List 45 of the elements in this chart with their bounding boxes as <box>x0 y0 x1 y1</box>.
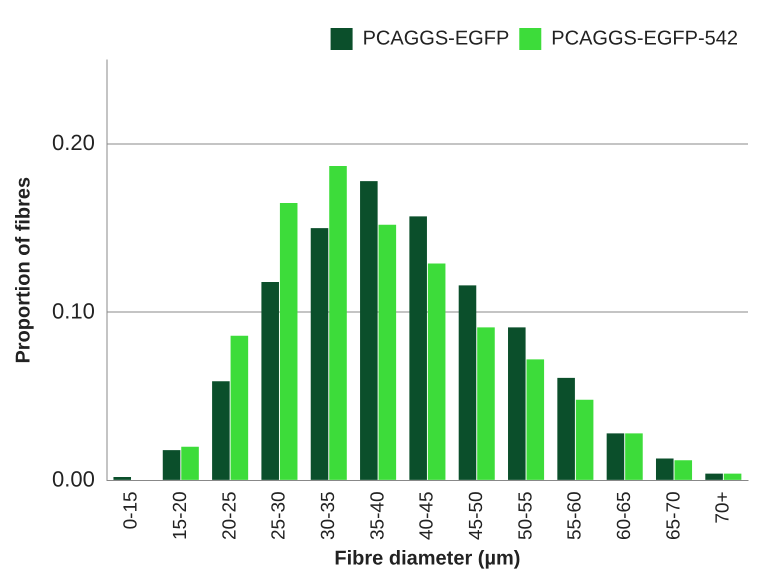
x-tick-label: 35-40 <box>367 491 388 540</box>
bar <box>428 263 446 480</box>
bar <box>526 359 544 480</box>
bar <box>557 378 575 480</box>
bar <box>230 336 248 480</box>
bar <box>606 433 624 480</box>
y-tick-label: 0.00 <box>52 466 95 492</box>
bar <box>458 285 476 480</box>
x-tick-label: 70+ <box>712 491 734 524</box>
bar <box>310 228 328 480</box>
bar <box>625 433 643 480</box>
x-tick-label: 45-50 <box>466 491 487 540</box>
y-tick-label: 0.20 <box>52 130 95 156</box>
bar <box>261 282 279 480</box>
bar <box>576 400 594 480</box>
y-axis-title: Proportion of fibres <box>12 176 35 364</box>
bar <box>162 450 180 480</box>
x-tick-label: 20-25 <box>219 491 240 540</box>
x-tick-label: 50-55 <box>515 491 536 540</box>
bar <box>360 181 378 480</box>
bar <box>113 477 132 480</box>
x-tick-label: 25-30 <box>268 491 290 540</box>
bar <box>280 202 298 480</box>
bar <box>705 474 723 480</box>
bar <box>212 381 230 480</box>
x-tick-label: 55-60 <box>564 491 586 540</box>
bar <box>181 446 199 480</box>
bar <box>378 224 396 480</box>
legend-label: PCAGGS-EGFP-542 <box>551 28 738 50</box>
bar <box>724 474 742 480</box>
bar <box>674 460 692 480</box>
bar <box>656 458 674 480</box>
bar <box>409 216 427 480</box>
bar <box>508 327 526 480</box>
x-tick-label: 60-65 <box>614 491 635 540</box>
x-tick-label: 30-35 <box>318 491 339 540</box>
x-tick-label: 15-20 <box>170 491 192 540</box>
x-tick-label: 65-70 <box>663 491 684 540</box>
legend-label: PCAGGS-EGFP <box>362 28 510 50</box>
y-tick-label: 0.10 <box>52 298 95 324</box>
x-tick-label: 0-15 <box>120 491 142 530</box>
bar <box>477 327 495 480</box>
x-tick-label: 40-45 <box>416 491 438 540</box>
bar <box>329 166 347 480</box>
x-axis-title: Fibre diameter (µm) <box>334 548 520 570</box>
